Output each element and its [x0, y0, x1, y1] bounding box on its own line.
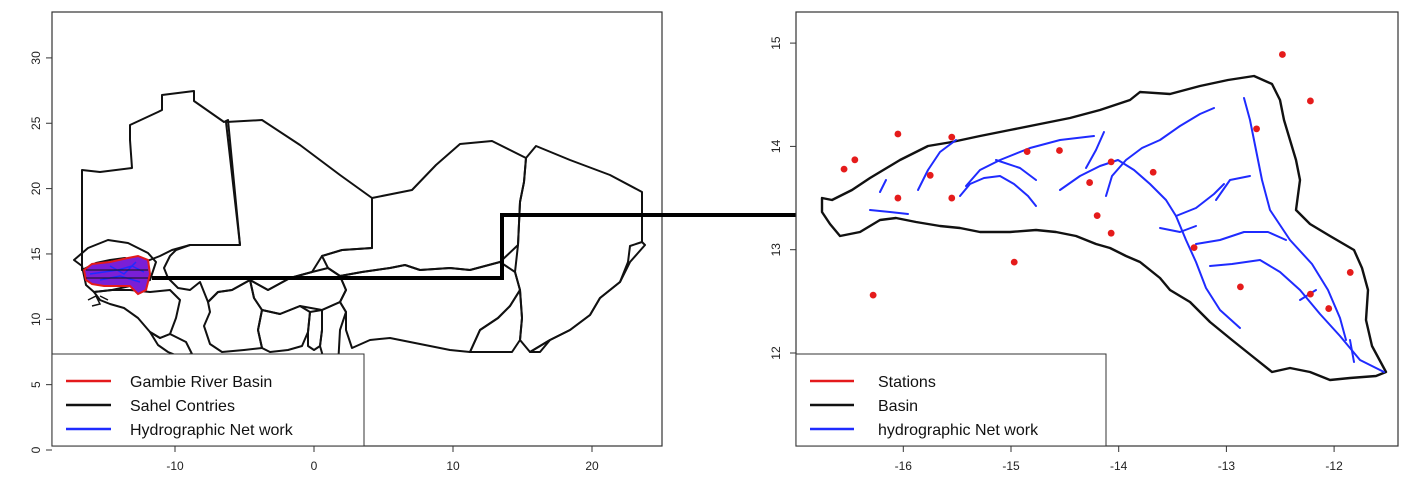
- left-y-tick-label: 10: [29, 312, 43, 326]
- station-point: [948, 133, 956, 141]
- left-y-tick-label: 15: [29, 247, 43, 261]
- left-x-axis: -10 0 10 20: [166, 446, 599, 473]
- station-point: [1237, 283, 1244, 291]
- station-point: [1093, 212, 1101, 220]
- gambie-basin-outline: [820, 74, 1388, 382]
- station-point: [1325, 305, 1333, 312]
- right-x-tick-label: -14: [1110, 459, 1128, 473]
- station-point: [1107, 229, 1115, 237]
- right-y-tick-label: 14: [769, 139, 783, 153]
- left-x-tick-label: 0: [311, 459, 318, 473]
- station-point: [869, 291, 877, 299]
- station-point: [894, 130, 902, 138]
- station-point: [851, 156, 859, 164]
- right-y-tick-label: 13: [769, 243, 783, 257]
- legend-label-countries: Sahel Contries: [130, 398, 235, 415]
- station-point: [1190, 244, 1198, 252]
- left-legend-box: [51, 353, 365, 447]
- legend-label-hydro-network: hydrographic Net work: [878, 422, 1039, 439]
- station-point: [1307, 290, 1314, 298]
- station-point: [894, 194, 902, 202]
- station-point: [1149, 168, 1157, 176]
- left-y-tick-label: 25: [29, 116, 43, 130]
- station-point: [1023, 148, 1031, 155]
- right-x-tick-label: -16: [895, 459, 913, 473]
- station-point: [1253, 125, 1260, 133]
- right-y-axis: 12 13 14 15: [769, 36, 796, 360]
- station-point: [1056, 147, 1063, 154]
- legend-label-basin-outline: Basin: [878, 398, 918, 415]
- station-point: [926, 171, 934, 179]
- right-y-tick-label: 15: [769, 36, 783, 50]
- left-x-tick-label: 10: [446, 459, 460, 473]
- gambie-basin-highlight: [82, 254, 152, 296]
- legend-label-hydro: Hydrographic Net work: [130, 422, 294, 439]
- right-y-tick-label: 12: [769, 346, 783, 360]
- right-x-tick-label: -12: [1325, 459, 1343, 473]
- sahel-map-panel: 0 5 10 15 20 25 30 -10 0 10 20: [29, 11, 663, 473]
- right-legend: Stations Basin hydrographic Net work: [795, 353, 1107, 447]
- station-point: [1279, 51, 1286, 58]
- left-x-tick-label: 20: [585, 459, 599, 473]
- station-point: [1307, 97, 1314, 105]
- right-x-axis: -16 -15 -14 -13 -12: [895, 446, 1343, 473]
- coastline-islands: [87, 294, 109, 307]
- station-point: [948, 194, 956, 202]
- left-y-tick-label: 5: [29, 381, 43, 388]
- station-point: [840, 165, 848, 173]
- basin-map-panel: 12 13 14 15 -16 -15 -14 -13 -12: [769, 11, 1399, 473]
- legend-label-basin: Gambie River Basin: [130, 374, 272, 391]
- left-y-tick-label: 30: [29, 51, 43, 65]
- stations-layer: [840, 51, 1354, 312]
- country-sudan: [529, 241, 646, 353]
- right-x-tick-label: -13: [1218, 459, 1236, 473]
- hydrographic-network: [869, 97, 1385, 373]
- right-legend-box: [795, 353, 1107, 447]
- left-x-tick-label: -10: [166, 459, 184, 473]
- country-cameroon: [469, 289, 523, 353]
- station-point: [1086, 179, 1094, 186]
- station-point: [1010, 258, 1018, 266]
- right-x-tick-label: -15: [1002, 459, 1020, 473]
- left-legend: Gambie River Basin Sahel Contries Hydrog…: [51, 353, 365, 447]
- left-y-axis: 0 5 10 15 20 25 30: [29, 51, 52, 453]
- station-point: [1346, 269, 1354, 276]
- legend-label-stations: Stations: [878, 374, 936, 391]
- left-y-tick-label: 0: [29, 446, 43, 453]
- left-y-tick-label: 20: [29, 182, 43, 196]
- station-point: [1107, 158, 1115, 166]
- country-ghana: [257, 305, 311, 353]
